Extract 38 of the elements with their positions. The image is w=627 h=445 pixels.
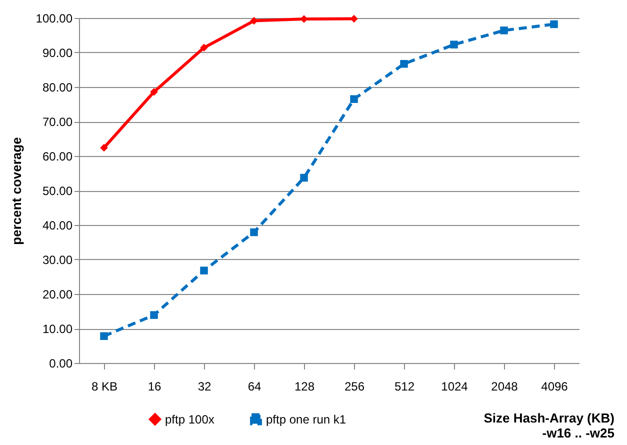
y-tick-label: 10.00 [42, 322, 73, 336]
point [550, 20, 558, 28]
point [250, 228, 258, 236]
x-tick-label: 32 [198, 380, 212, 394]
x-tick-label: 4096 [541, 380, 568, 394]
y-tick-label: 20.00 [42, 288, 73, 302]
y-tick-label: 80.00 [42, 80, 73, 94]
x-axis-title: Size Hash-Array (KB) -w16 .. -w25 [484, 410, 614, 440]
point [200, 44, 208, 52]
y-tick-label: 90.00 [42, 46, 73, 60]
y-tick-label: 60.00 [42, 150, 73, 164]
y-axis-title: percent coverage [8, 137, 24, 245]
legend-label: pftp one run k1 [266, 412, 346, 426]
point [150, 88, 158, 96]
point [400, 60, 408, 68]
y-tick-label: 50.00 [42, 184, 73, 198]
x-tick-label: 64 [248, 380, 262, 394]
point [100, 144, 108, 152]
y-tick-label: 40.00 [42, 218, 73, 232]
x-tick-label: 1024 [441, 380, 468, 394]
y-tick-label: 30.00 [42, 253, 73, 267]
y-tick-label: 0.00 [49, 356, 73, 370]
point [300, 174, 308, 182]
x-tick-label: 256 [344, 380, 365, 394]
point [150, 311, 158, 319]
x-tick-label: 512 [394, 380, 415, 394]
y-tick-label: 70.00 [42, 115, 73, 129]
point [350, 95, 358, 103]
point [200, 266, 208, 274]
x-tick-label: 128 [294, 380, 315, 394]
point [100, 332, 108, 340]
x-tick-label: 16 [148, 380, 162, 394]
x-tick-label: 8 KB [91, 380, 118, 394]
point [500, 26, 508, 34]
point [450, 40, 458, 48]
legend-label: pftp 100x [165, 412, 214, 426]
x-tick-label: 2048 [491, 380, 518, 394]
y-tick-label: 100.00 [36, 12, 73, 26]
